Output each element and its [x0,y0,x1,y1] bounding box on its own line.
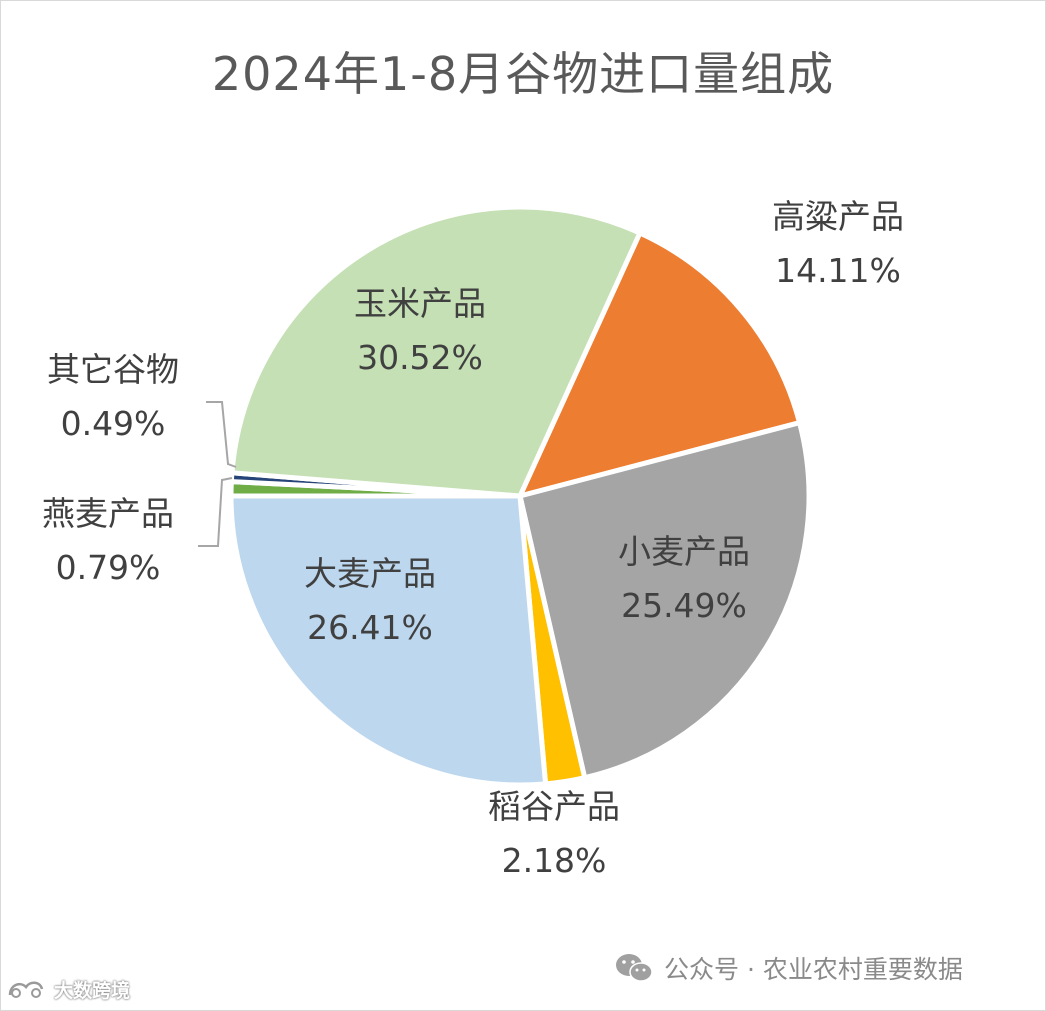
slice-value-label: 0.49% [61,404,166,443]
wechat-icon [616,954,653,982]
leader-line [198,477,233,547]
slice-name-label: 大麦产品 [304,554,436,593]
corner-logo: 大数跨境 [6,976,130,1003]
slice-value-label: 25.49% [621,586,747,625]
slice-name-label: 高粱产品 [772,197,904,236]
slice-value-label: 30.52% [357,338,483,377]
wechat-watermark: 公众号 · 农业农村重要数据 [614,950,963,986]
slice-value-label: 14.11% [775,251,901,290]
pie-slice [229,204,643,499]
pie-slice [517,420,812,781]
slice-name-label: 稻谷产品 [488,787,620,826]
corner-logo-text: 大数跨境 [54,980,131,1002]
pie-slice [517,230,803,499]
slice-value-label: 0.79% [56,548,161,587]
slice-name-label: 玉米产品 [354,284,486,323]
slice-value-label: 26.41% [307,608,433,647]
wechat-watermark-text: 公众号 · 农业农村重要数据 [664,955,963,984]
slice-name-label: 其它谷物 [47,350,179,389]
pie-slice [228,493,549,788]
logo-mark-icon [8,981,44,998]
slice-name-label: 燕麦产品 [42,494,174,533]
chart-title: 2024年1-8月谷物进口量组成 [211,47,835,101]
slice-value-label: 2.18% [502,841,607,880]
slice-name-label: 小麦产品 [618,532,750,571]
leader-line [206,401,237,468]
